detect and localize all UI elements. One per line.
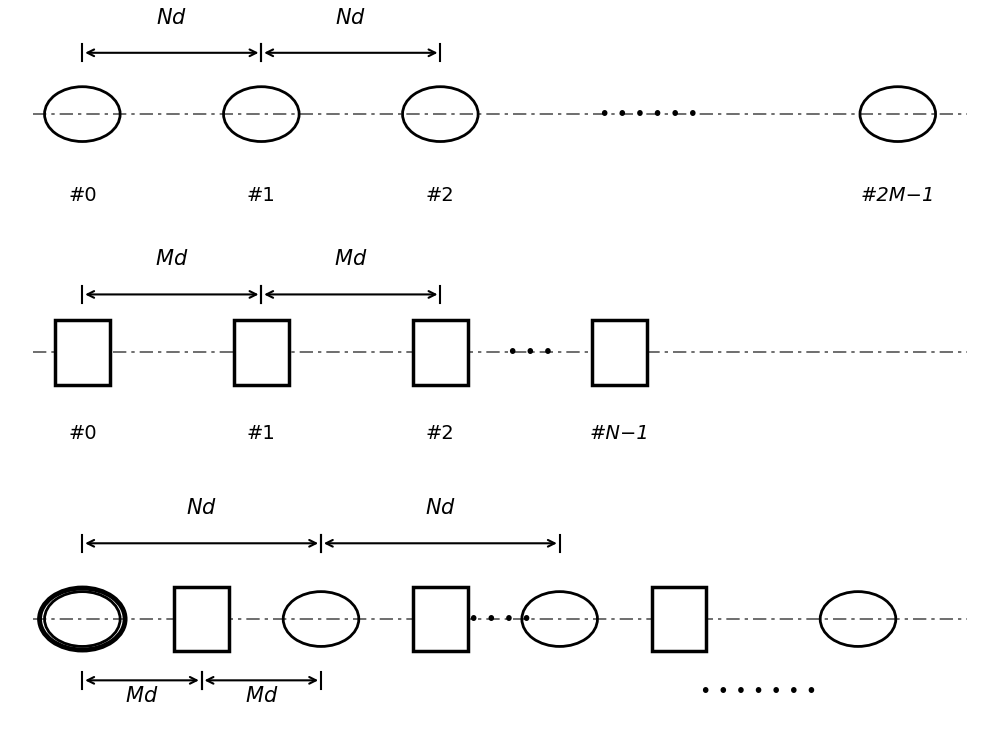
Text: $Nd$: $Nd$ xyxy=(425,498,456,518)
FancyBboxPatch shape xyxy=(413,320,468,385)
FancyBboxPatch shape xyxy=(55,320,110,385)
Text: #0: #0 xyxy=(68,424,97,443)
FancyBboxPatch shape xyxy=(413,587,468,651)
Text: $Md$: $Md$ xyxy=(245,685,278,706)
Text: #1: #1 xyxy=(247,424,276,443)
Text: #0: #0 xyxy=(68,186,97,205)
Text: • • •: • • • xyxy=(507,342,553,361)
Text: • • • • • •: • • • • • • xyxy=(599,104,699,123)
Text: #1: #1 xyxy=(247,186,276,205)
Text: • • • • • • •: • • • • • • • xyxy=(700,682,817,701)
Text: $Nd$: $Nd$ xyxy=(335,7,366,28)
Text: $Md$: $Md$ xyxy=(334,249,368,269)
FancyBboxPatch shape xyxy=(174,587,229,651)
Text: • • • •: • • • • xyxy=(468,610,532,629)
Text: $Nd$: $Nd$ xyxy=(156,7,187,28)
Text: $Md$: $Md$ xyxy=(125,685,159,706)
Text: #2: #2 xyxy=(426,424,455,443)
FancyBboxPatch shape xyxy=(234,320,289,385)
Text: #2: #2 xyxy=(426,186,455,205)
FancyBboxPatch shape xyxy=(592,320,647,385)
Text: $Md$: $Md$ xyxy=(155,249,189,269)
Text: #N−1: #N−1 xyxy=(589,424,649,443)
Text: #2M−1: #2M−1 xyxy=(861,186,935,205)
Text: $Nd$: $Nd$ xyxy=(186,498,217,518)
FancyBboxPatch shape xyxy=(652,587,706,651)
